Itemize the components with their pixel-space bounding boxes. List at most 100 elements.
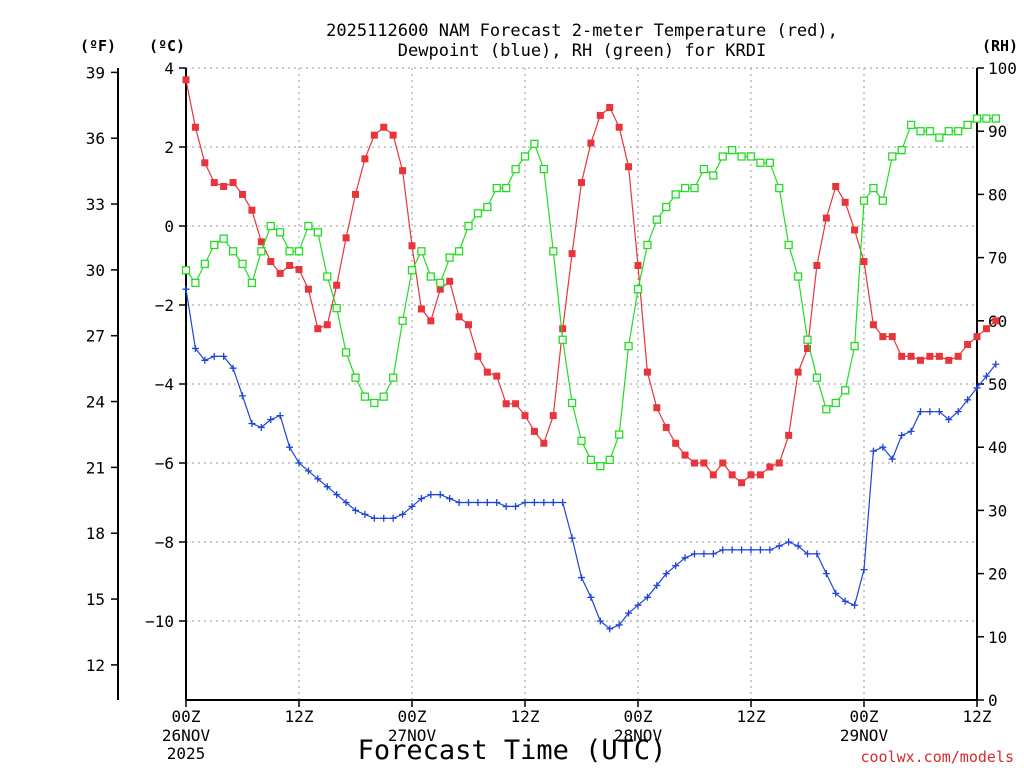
rh-point [841,386,850,395]
dewpoint-point [728,546,736,554]
dewpoint-point [766,546,774,554]
rh-point [897,146,906,155]
dewpoint-point [455,499,463,506]
2-meter-temperature-point [229,179,237,187]
x-tick-label: 12Z [963,707,992,726]
dewpoint-point [738,546,746,554]
rh-point [916,127,925,136]
x-tick-date: 29NOV [840,726,889,745]
2-meter-temperature-point [399,167,407,175]
rh-point [191,278,200,288]
rh-point [756,158,765,167]
dewpoint-point [446,495,454,503]
dewpoint-point [304,467,312,475]
fahrenheit-tick-label: 12 [86,656,105,675]
rh-point [803,335,812,344]
dewpoint-point [229,364,237,372]
2-meter-temperature-point [634,262,642,269]
2-meter-temperature-point [530,427,538,435]
2-meter-temperature-point [672,439,680,447]
rh-point [690,183,699,193]
dewpoint-point [606,625,614,633]
rh-point [483,202,492,212]
rh-point [181,266,191,275]
2-meter-temperature-point [568,250,576,258]
dewpoint-point [907,427,915,435]
dewpoint-point [869,447,877,455]
2-meter-temperature-point [973,333,981,341]
dewpoint-point [926,408,934,416]
2-meter-temperature-point [436,285,444,293]
2-meter-temperature-point [521,412,529,420]
rh-point [407,266,417,275]
2-meter-temperature-point [879,333,887,341]
dewpoint-point [257,423,265,431]
2-meter-temperature-point [333,281,341,289]
2-meter-temperature-point [709,471,717,479]
2-meter-temperature-point [286,262,294,269]
rh-point [633,285,643,294]
rh-point [210,240,219,250]
rh-point [954,127,963,136]
2-meter-temperature-point [888,333,896,341]
dewpoint-point [465,499,472,506]
rh-tick-label: 20 [988,565,1007,584]
rh-point [935,133,944,142]
dewpoint-point [804,550,811,558]
2-meter-temperature-point [483,368,491,376]
2-meter-temperature-point [342,234,350,242]
axes: −10−8−6−4−202412151821242730333639010203… [86,59,1017,763]
dewpoint-point [380,514,388,522]
rh-tick-label: 70 [988,249,1007,268]
dewpoint-point [775,542,783,550]
dewpoint-point [917,408,924,416]
rh-point [671,190,680,199]
rh-point [859,196,869,205]
2-meter-temperature-point [352,190,359,198]
dewpoint-point [841,597,849,605]
rh-point [643,240,652,250]
2-meter-temperature-point [832,183,840,190]
2-meter-temperature-point [417,305,425,313]
dewpoint-point [719,546,727,554]
celsius-tick-label: −2 [155,296,174,315]
dewpoint-point [267,416,275,424]
dewpoint-point [578,574,585,582]
rh-point [869,183,878,193]
2-meter-temperature-point [860,258,868,266]
unit-label-celsius: (ºC) [149,37,185,55]
dewpoint-point [399,510,407,518]
rh-tick-label: 90 [988,122,1007,141]
2-meter-temperature-point [653,404,661,412]
dewpoint-point [888,455,896,463]
rh-point [511,164,520,174]
rh-point [775,183,784,193]
rh-point [426,272,435,281]
2-meter-temperature-point [540,439,548,447]
dewpoint-point [822,570,830,578]
dewpoint-point [182,285,190,293]
rh-point [746,152,756,161]
2-meter-temperature-point [248,206,256,214]
2-meter-temperature-point [756,471,764,479]
rh-point [991,114,1000,123]
2-meter-temperature-point [869,321,877,329]
dewpoint-point [474,499,482,506]
rh-point [549,247,558,256]
2-meter-temperature-point [239,190,246,198]
2-meter-temperature-point [267,258,275,266]
2-meter-temperature-point [615,123,623,131]
fahrenheit-tick-label: 21 [86,458,105,477]
rh-point [398,316,407,325]
credit-text: coolwx.com/models [860,748,1014,766]
rh-point [473,209,483,218]
series-dewpoint [182,285,1000,633]
rh-tick-label: 40 [988,438,1007,457]
dewpoint-point [898,431,906,439]
dewpoint-point [851,601,859,609]
rh-point [341,348,351,357]
rh-point [718,152,727,161]
dewpoint-point [681,554,689,562]
celsius-tick-label: −8 [155,533,174,552]
dewpoint-point [982,372,990,380]
